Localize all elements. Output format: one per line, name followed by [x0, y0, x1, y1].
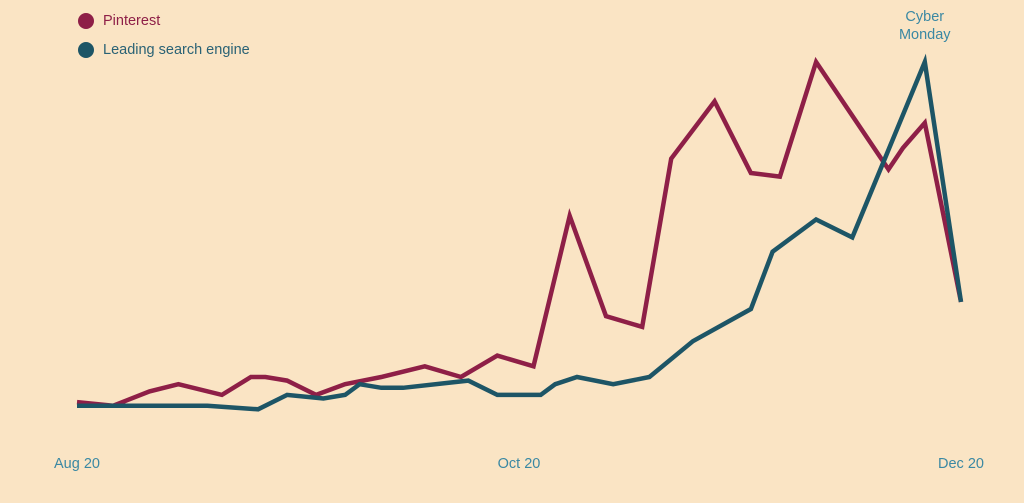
annotation-line: Monday: [898, 27, 951, 43]
legend-item-pinterest: Pinterest: [78, 6, 250, 35]
series-line-pinterest: [76, 56, 964, 408]
x-tick-label: Dec 20: [938, 456, 984, 472]
cyber-monday-annotation: Cyber Monday: [899, 8, 951, 44]
legend-label-search: Leading search engine: [103, 41, 250, 58]
legend-label-pinterest: Pinterest: [103, 12, 161, 29]
search-engine-marker-icon: [78, 41, 94, 58]
legend-item-search: Leading search engine: [78, 35, 250, 64]
annotation-line: Cyber: [905, 9, 945, 25]
x-tick-label: Aug 20: [54, 456, 100, 472]
x-tick-label: Oct 20: [497, 456, 541, 472]
legend: Pinterest Leading search engine: [78, 6, 250, 64]
series-line-search-engine: [77, 53, 964, 412]
pinterest-marker-icon: [78, 12, 94, 29]
